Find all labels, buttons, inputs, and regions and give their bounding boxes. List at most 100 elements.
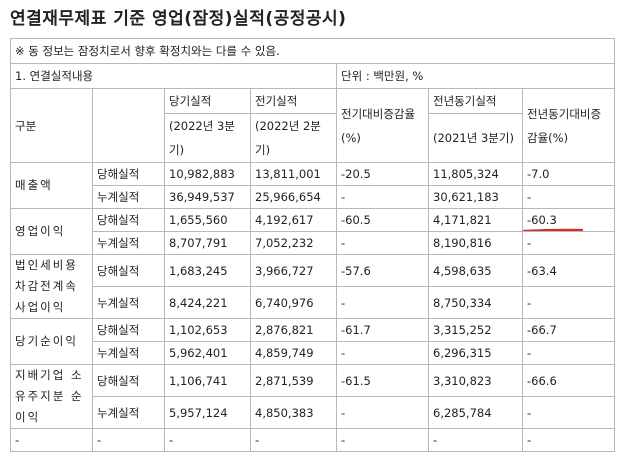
row-group-label: 매출액 <box>10 162 93 209</box>
cell-previous: 4,859,749 <box>250 341 337 365</box>
cell-current: 8,424,221 <box>164 286 251 319</box>
red-underline-mark <box>523 228 583 231</box>
cell-yoy-base: 8,750,334 <box>428 286 523 319</box>
empty-cell: - <box>164 428 251 452</box>
cell-current: 10,982,883 <box>164 162 251 186</box>
header-current-period: (2022년 3분기) <box>164 113 251 163</box>
header-category: 구분 <box>10 88 93 163</box>
disclaimer-note: ※ 동 정보는 잠정치로서 향후 확정치와는 다를 수 있음. <box>9 38 616 64</box>
unit-label: 단위 : 백만원, % <box>335 63 616 89</box>
cell-yoy-base: 3,310,823 <box>428 364 523 397</box>
cell-qoq: -20.5 <box>336 162 429 186</box>
cell-type: 누계실적 <box>92 396 165 429</box>
cell-type: 당해실적 <box>92 162 165 186</box>
cell-previous: 3,966,727 <box>250 254 337 287</box>
header-previous: 전기실적 <box>250 88 337 114</box>
cell-yoy: - <box>521 286 616 319</box>
cell-qoq: -60.5 <box>336 208 429 232</box>
row-group-label: 영업이익 <box>10 208 93 255</box>
cell-qoq: - <box>336 185 429 209</box>
cell-yoy-base: 3,315,252 <box>428 318 523 342</box>
table-row: 법인세비용차감전계속사업이익 당해실적 1,683,245 3,966,727 -57.… <box>10 254 616 319</box>
cell-yoy-base: 6,285,784 <box>428 396 523 429</box>
cell-current: 8,707,791 <box>164 231 251 255</box>
empty-cell: - <box>10 428 93 452</box>
table-row: 매출액 당해실적 10,982,883 13,811,001 -20.5 11,805,3… <box>10 162 616 209</box>
cell-current: 1,102,653 <box>164 318 251 342</box>
table-row-empty: - - - - - - - <box>10 428 616 452</box>
cell-qoq: - <box>336 286 429 319</box>
cell-current: 1,683,245 <box>164 254 251 287</box>
empty-cell: - <box>428 428 523 452</box>
cell-type: 누계실적 <box>92 231 165 255</box>
cell-yoy-base: 11,805,324 <box>428 162 523 186</box>
empty-cell: - <box>250 428 337 452</box>
cell-yoy: -66.6 <box>521 364 616 397</box>
cell-previous: 7,052,232 <box>250 231 337 255</box>
highlighted-value: -60.3 <box>523 213 583 231</box>
cell-qoq: -57.6 <box>336 254 429 287</box>
cell-type: 당해실적 <box>92 254 165 287</box>
header-yoy: 전년동기대비증감율(%) <box>521 88 616 163</box>
table-row: 누계실적 5,962,401 4,859,749-6,296,315- <box>11 341 616 365</box>
cell-yoy: -7.0 <box>521 162 616 186</box>
cell-yoy: - <box>521 231 616 255</box>
header-previous-period: (2022년 2분기) <box>250 113 337 163</box>
cell-yoy-base: 6,296,315 <box>428 341 523 365</box>
cell-yoy-base: 4,598,635 <box>428 254 523 287</box>
cell-qoq: - <box>336 396 429 429</box>
highlighted-value-text: -60.3 <box>527 213 557 227</box>
cell-yoy: - <box>521 396 616 429</box>
cell-type: 누계실적 <box>92 341 165 365</box>
table-row: 누계실적 8,424,221 6,740,976-8,750,334- <box>11 286 616 319</box>
row-group-label: 법인세비용차감전계속사업이익 <box>10 254 93 319</box>
table-row: 누계실적 36,949,537 25,966,654-30,621,183- <box>11 185 616 209</box>
table-row: 당기순이익 당해실적 1,102,653 2,876,821 -61.7 3,315,25… <box>10 318 616 365</box>
cell-yoy: -60.3 <box>521 208 616 232</box>
cell-previous: 2,871,539 <box>250 364 337 397</box>
earnings-table: ※ 동 정보는 잠정치로서 향후 확정치와는 다를 수 있음. 1. 연결실적내… <box>9 38 616 452</box>
cell-type: 당해실적 <box>92 318 165 342</box>
page-title: 연결재무제표 기준 영업(잠정)실적(공정공시) <box>10 9 347 29</box>
cell-yoy: -66.7 <box>521 318 616 342</box>
cell-current: 5,957,124 <box>164 396 251 429</box>
cell-qoq: - <box>336 231 429 255</box>
cell-previous: 4,192,617 <box>250 208 337 232</box>
table-row: 누계실적 8,707,791 7,052,232-8,190,816- <box>11 231 616 255</box>
empty-cell: - <box>336 428 429 452</box>
cell-yoy: - <box>521 341 616 365</box>
table-row: 영업이익 당해실적 1,655,560 4,192,617 -60.5 4,171,821… <box>10 208 616 255</box>
header-yoy-base: 전년동기실적 <box>428 88 523 114</box>
table-row: 누계실적 5,957,124 4,850,383-6,285,784- <box>11 396 616 429</box>
cell-previous: 13,811,001 <box>250 162 337 186</box>
cell-current: 36,949,537 <box>164 185 251 209</box>
cell-yoy: -63.4 <box>521 254 616 287</box>
cell-previous: 6,740,976 <box>250 286 337 319</box>
header-current: 당기실적 <box>164 88 251 114</box>
empty-cell: - <box>521 428 616 452</box>
cell-qoq: -61.5 <box>336 364 429 397</box>
table-row: 지배기업 소유주지분 순이익 당해실적 1,106,741 2,871,539 -61.… <box>10 364 616 429</box>
cell-previous: 2,876,821 <box>250 318 337 342</box>
cell-yoy-base: 4,171,821 <box>428 208 523 232</box>
cell-type: 당해실적 <box>92 208 165 232</box>
cell-current: 1,655,560 <box>164 208 251 232</box>
empty-cell: - <box>92 428 165 452</box>
cell-previous: 4,850,383 <box>250 396 337 429</box>
cell-type: 누계실적 <box>92 185 165 209</box>
cell-current: 1,106,741 <box>164 364 251 397</box>
cell-yoy-base: 8,190,816 <box>428 231 523 255</box>
header-qoq: 전기대비증감율(%) <box>336 88 429 163</box>
cell-yoy: - <box>521 185 616 209</box>
cell-qoq: -61.7 <box>336 318 429 342</box>
cell-current: 5,962,401 <box>164 341 251 365</box>
cell-previous: 25,966,654 <box>250 185 337 209</box>
cell-type: 누계실적 <box>92 286 165 319</box>
cell-yoy-base: 30,621,183 <box>428 185 523 209</box>
row-group-label: 지배기업 소유주지분 순이익 <box>10 364 93 429</box>
header-yoy-base-period: (2021년 3분기) <box>428 113 523 163</box>
row-group-label: 당기순이익 <box>10 318 93 365</box>
table-body: 매출액 당해실적 10,982,883 13,811,001 -20.5 11,805,3… <box>10 162 616 429</box>
section-title: 1. 연결실적내용 <box>10 63 337 89</box>
header-blank <box>92 88 165 163</box>
